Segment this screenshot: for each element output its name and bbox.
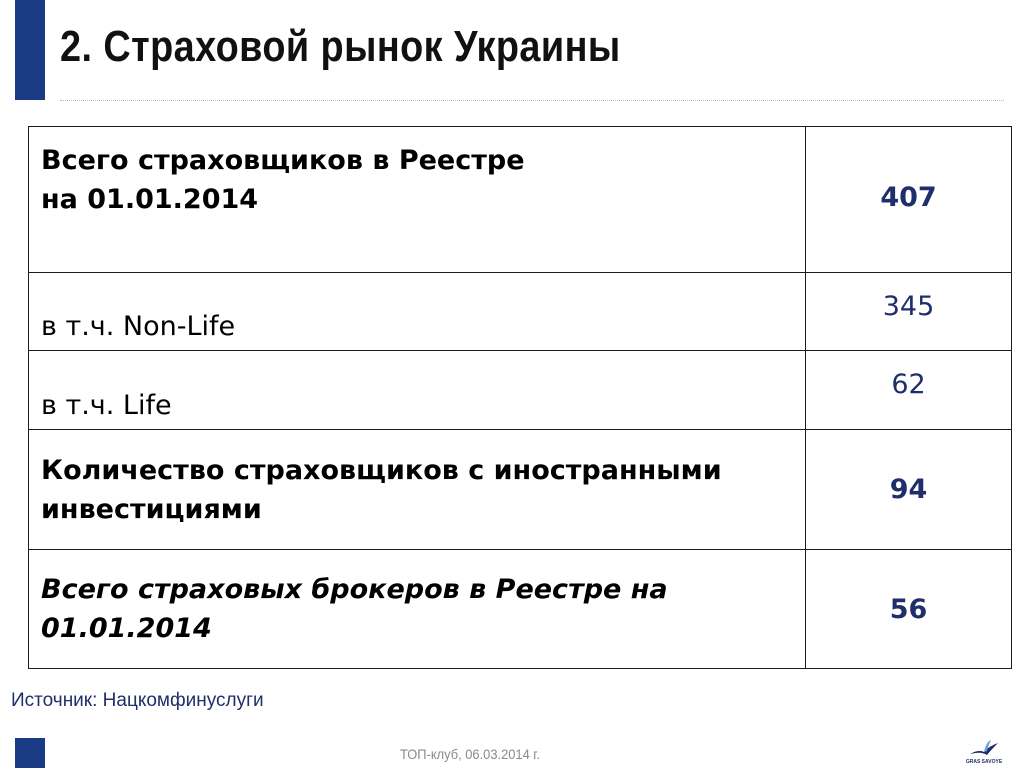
table-cell-value: 345 [805,272,1012,351]
row-label-line: инвестициями [41,493,262,525]
source-note: Источник: Нацкомфинуслуги [11,690,264,711]
row-label-line: Всего страховых брокеров в Реестре на [41,574,668,605]
logo-lettering: GRAS SAVOYE [965,759,1003,765]
table-cell-value: 62 [805,350,1012,430]
row-label-line: Количество страховщиков с иностранными [41,454,722,486]
table-cell-label: в т.ч. Non-Life [28,272,806,351]
title-divider [60,100,1004,101]
table-cell-label: Количество страховщиков с иностранными ин… [28,429,806,550]
table-cell-value: 407 [805,126,1012,273]
table-cell-label: Всего страховщиков в Реестре на 01.01.201… [28,126,806,273]
row-label-line: 01.01.2014 [41,613,212,644]
table-row: в т.ч. Non-Life 345 [28,272,1012,351]
row-label-line: на 01.01.2014 [41,184,259,215]
footer-accent-square [15,738,45,768]
table-row: Всего страховщиков в Реестре на 01.01.201… [28,126,1012,273]
title-accent-bar [15,0,45,100]
page-title: 2. Страховой рынок Украины [60,22,621,71]
table-cell-label: Всего страховых брокеров в Реестре на 01.… [28,549,806,669]
table-row: в т.ч. Life 62 [28,350,1012,430]
table-row: Количество страховщиков с иностранными ин… [28,429,1012,550]
bird-icon [970,740,998,755]
table-row: Всего страховых брокеров в Реестре на 01.… [28,549,1012,669]
footer-text: ТОП-клуб, 06.03.2014 г. [400,746,541,762]
gras-savoye-logo: GRAS SAVOYE [962,740,1006,766]
insurance-market-table: Всего страховщиков в Реестре на 01.01.201… [28,126,1012,669]
row-label-line: Всего страховщиков в Реестре [41,145,525,176]
table-cell-label: в т.ч. Life [28,350,806,430]
table-cell-value: 56 [805,549,1012,669]
table-cell-value: 94 [805,429,1012,550]
